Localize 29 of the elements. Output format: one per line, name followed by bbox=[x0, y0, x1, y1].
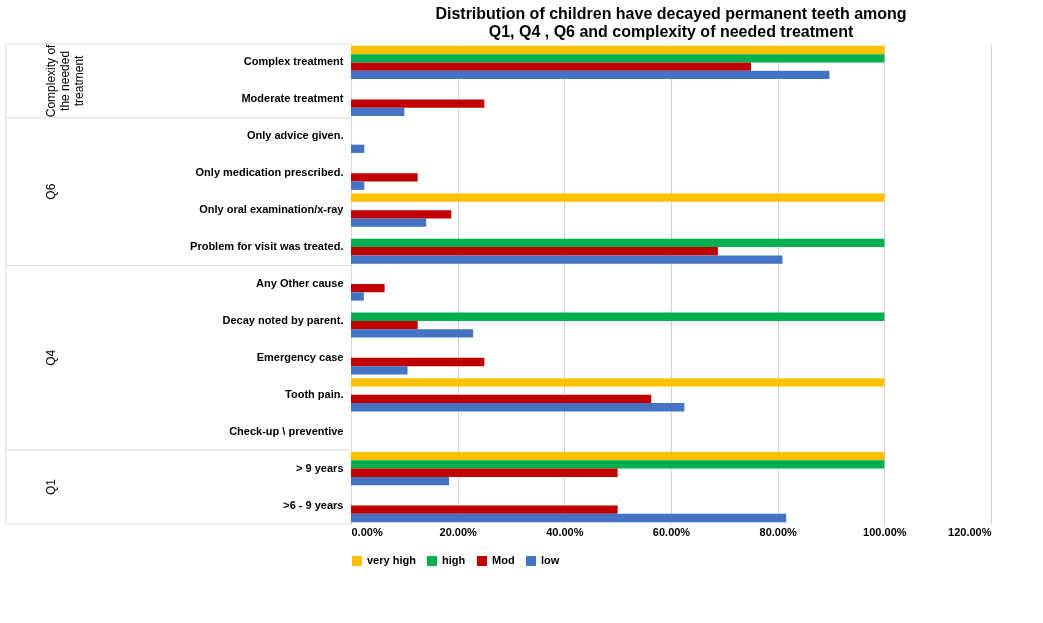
y-tick-label: Decay noted by parent. bbox=[222, 313, 344, 326]
text: Q4 bbox=[44, 349, 58, 366]
text: Q6 bbox=[44, 183, 58, 200]
y-tick-label: Problem for visit was treated. bbox=[190, 240, 344, 253]
y-tick-label: >6 - 9 years bbox=[283, 498, 344, 511]
x-tick-label: 0.00% bbox=[351, 525, 383, 538]
x-tick-label: 20.00% bbox=[439, 525, 478, 538]
x-tick-label: 40.00% bbox=[546, 525, 584, 538]
x-tick-label: 100.00% bbox=[863, 525, 907, 538]
x-tick-label: 120.00% bbox=[948, 525, 992, 538]
x-tick-label: 60.00% bbox=[652, 525, 691, 538]
y-tick-label: Any Other cause bbox=[256, 277, 344, 289]
y-tick-label: Only oral examination/x-ray bbox=[199, 203, 345, 216]
legend-label: low bbox=[541, 554, 560, 566]
y-tick-label: Tooth pain. bbox=[285, 387, 344, 400]
text: Complexity of the needed treatment bbox=[44, 43, 86, 118]
y-tick-label: > 9 years bbox=[296, 461, 344, 474]
y-tick-label: Emergency case bbox=[256, 350, 344, 363]
legend-label: high bbox=[442, 554, 466, 566]
legend-label: very high bbox=[367, 554, 417, 566]
y-tick-label: Moderate treatment bbox=[241, 92, 344, 105]
y-tick-label: Complex treatment bbox=[243, 55, 344, 68]
y-tick-label: Check-up \ preventive bbox=[229, 424, 344, 437]
x-tick-label: 80.00% bbox=[759, 525, 798, 538]
text: Q1 bbox=[44, 478, 58, 496]
chart-title: Distribution of children have decayed permanent teeth among Q1, Q4 , Q6 and complexity of needed treatment bbox=[435, 4, 907, 40]
y-tick-label: Only advice given. bbox=[246, 129, 344, 142]
y-tick-label: Only medication prescribed. bbox=[195, 166, 344, 179]
legend-label: Mod bbox=[492, 554, 515, 566]
